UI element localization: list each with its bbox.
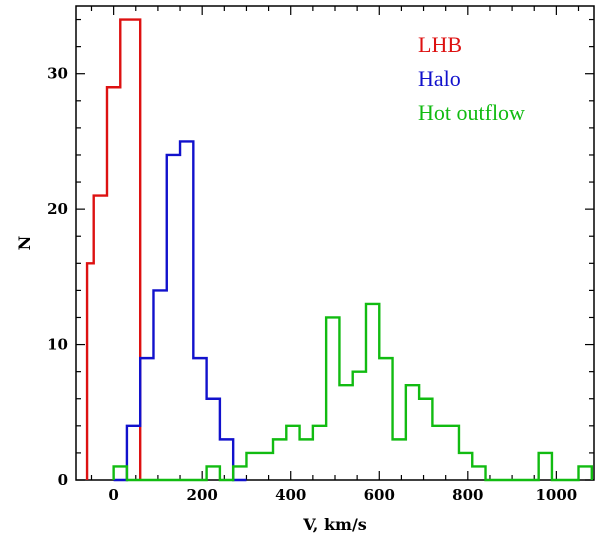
x-tick-label: 1000 [535,486,577,504]
x-tick-label: 800 [452,486,483,504]
x-tick-label: 200 [187,486,218,504]
x-tick-label: 0 [108,486,118,504]
y-tick-label: 10 [47,336,68,354]
x-tick-label: 600 [364,486,395,504]
plot-area-frame [75,5,595,481]
series-hot-outflow [112,302,593,482]
x-tick-label: 400 [275,486,306,504]
x-axis-label: V, km/s [302,515,367,534]
y-tick-label: 0 [58,471,68,489]
series-lhb [85,18,142,480]
legend-entry-halo: Halo [418,66,461,91]
series-halo [113,140,247,482]
histogram-series [85,18,593,482]
axis-ticks [76,6,594,481]
y-axis-label: N [15,236,34,251]
legend-entry-lhb: LHB [418,32,462,57]
y-tick-label: 20 [47,200,68,218]
y-tick-label: 30 [47,65,68,83]
chart-legend: LHB Halo Hot outflow [418,32,525,125]
axis-tick-labels: 0 200 400 600 800 1000 0 10 20 30 [47,65,577,504]
legend-entry-hot-outflow: Hot outflow [418,100,525,125]
